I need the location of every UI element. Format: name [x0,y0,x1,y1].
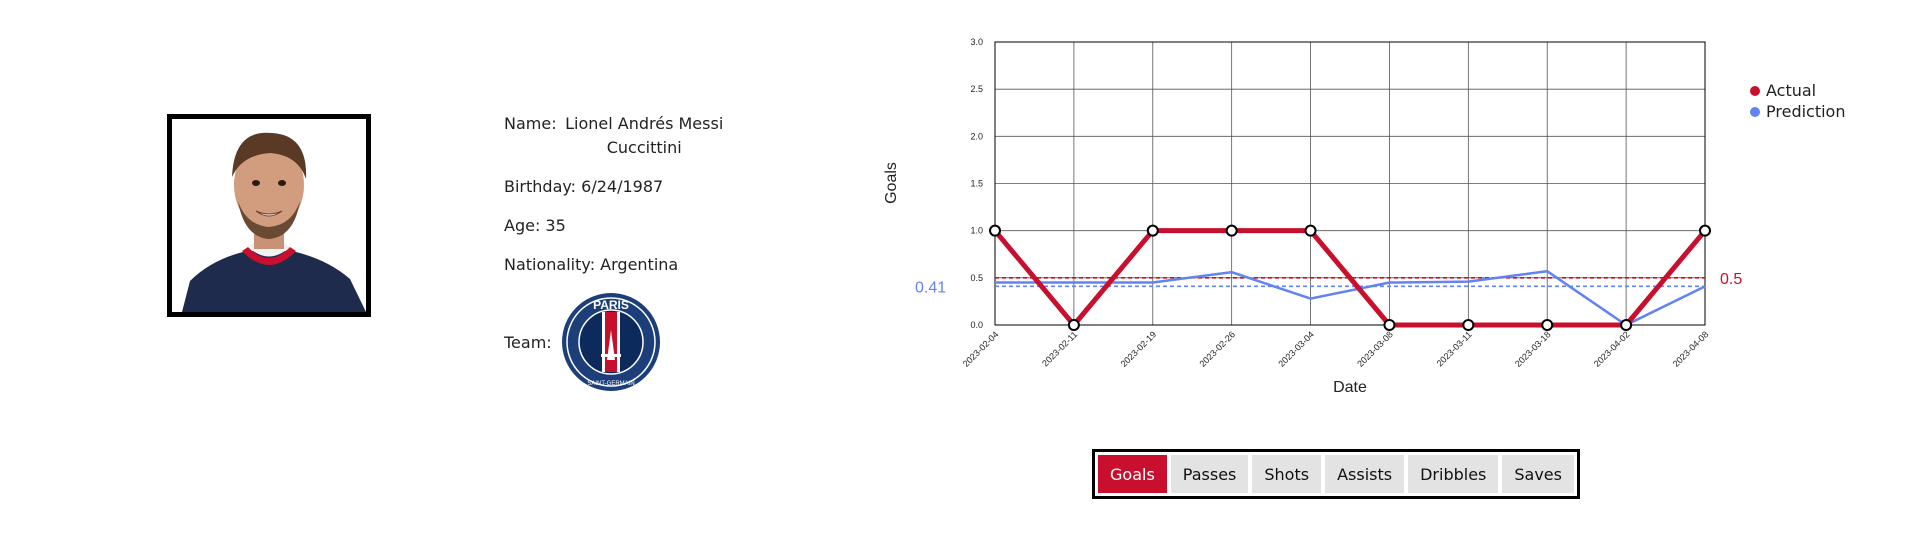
age-label: Age: [504,216,546,235]
legend-label-prediction: Prediction [1766,102,1846,121]
player-portrait-image [172,119,366,312]
x-ticks: 2023-02-04 2023-02-11 2023-02-19 2023-02-26… [961,329,1711,369]
legend-label-actual: Actual [1766,81,1817,100]
x-tick-label: 2023-04-02 [1592,329,1632,369]
tab-saves[interactable]: Saves [1502,455,1574,493]
legend-dot-actual [1750,85,1760,96]
tab-goals[interactable]: Goals [1098,455,1167,493]
x-tick-label: 2023-03-04 [1276,329,1316,369]
tab-passes[interactable]: Passes [1170,455,1249,493]
mean-label-actual: 0.5 [1720,271,1742,288]
data-point-actual [1225,224,1238,237]
chart-legend: Actual Prediction [1750,80,1845,122]
name-row: Name: Lionel Andrés Messi Cuccittini [504,112,844,160]
series-line-prediction [995,269,1706,327]
plot-area-border [994,41,1706,326]
player-photo [167,114,371,317]
legend-item-prediction: Prediction [1750,101,1845,122]
data-point-actual [1067,319,1080,331]
y-tick-label: 2.5 [970,84,983,94]
data-point-actual [1383,319,1396,331]
y-tick-label: 0.0 [970,320,983,330]
y-ticks: 0.0 0.5 1.0 1.5 2.0 2.5 3.0 [970,37,983,330]
team-row: Team: PARIS SAINT-GERMAIN [504,292,844,392]
x-tick-label: 2023-03-18 [1513,329,1553,369]
mean-lines: 0.5 0.41 [915,271,1742,296]
player-name: Lionel Andrés Messi Cuccittini [565,114,724,157]
x-tick-label: 2023-02-11 [1040,329,1079,368]
player-nationality: Argentina [600,255,679,274]
y-tick-label: 1.0 [970,226,983,236]
x-tick-label: 2023-02-04 [961,329,1001,369]
birthday-label: Birthday: [504,177,582,196]
player-birthday: 6/24/1987 [581,177,664,196]
tab-shots[interactable]: Shots [1252,455,1322,493]
birthday-row: Birthday: 6/24/1987 [504,175,844,199]
data-point-actual [1304,224,1317,237]
y-tick-label: 1.5 [970,179,983,189]
x-tick-label: 2023-02-26 [1197,329,1237,369]
tab-dribbles[interactable]: Dribbles [1408,455,1499,493]
team-logo-subtext: SAINT-GERMAIN [587,381,634,387]
player-info: Name: Lionel Andrés Messi Cuccittini Bir… [504,112,844,392]
x-tick-label: 2023-03-08 [1355,329,1395,369]
data-point-actual [1462,319,1475,331]
stat-tabs: Goals Passes Shots Assists Dribbles Saves [1092,449,1580,499]
data-point-actual [1699,224,1711,237]
data-point-actual [1146,224,1159,237]
age-row: Age: 35 [504,214,844,238]
data-point-actual [1620,319,1633,331]
mean-label-prediction: 0.41 [915,279,946,296]
series-line-actual [993,228,1707,328]
name-label: Name: [504,114,562,133]
data-point-actual [989,224,1001,237]
y-axis-label: Goals [883,162,900,204]
data-points [989,224,1711,331]
data-point-actual [1541,319,1554,331]
x-tick-label: 2023-04-08 [1671,329,1711,369]
psg-logo-icon: PARIS SAINT-GERMAIN [561,293,660,391]
nationality-label: Nationality: [504,255,601,274]
x-axis-label: Date [1333,379,1367,396]
x-tick-label: 2023-02-19 [1119,329,1159,369]
series-lines [993,228,1707,328]
team-label: Team: [504,332,557,352]
legend-dot-prediction [1750,106,1760,117]
nationality-row: Nationality: Argentina [504,253,844,277]
x-tick-label: 2023-03-11 [1435,329,1474,368]
y-tick-label: 2.0 [970,131,983,141]
player-age: 35 [545,216,566,235]
legend-item-actual: Actual [1750,80,1845,101]
tab-assists[interactable]: Assists [1325,455,1405,493]
team-logo-text: PARIS [593,298,629,312]
y-tick-label: 3.0 [970,37,983,47]
y-tick-label: 0.5 [970,273,983,283]
